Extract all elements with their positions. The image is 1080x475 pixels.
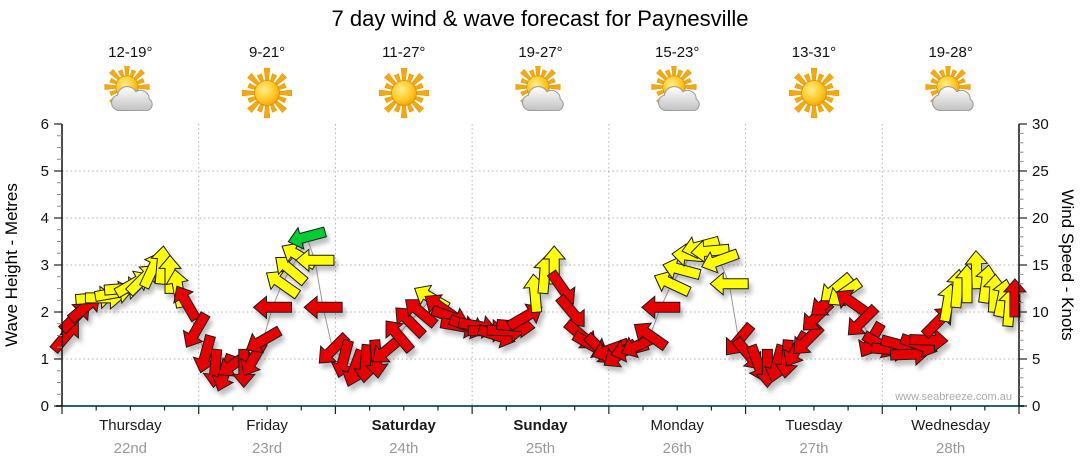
wind-arrow [641,295,681,320]
right-tick-label: 15 [1032,257,1049,274]
day-date: 23rd [252,440,283,457]
day-temp-range: 19-27° [518,44,563,61]
wind-arrow [275,256,309,287]
right-tick-label: 10 [1032,304,1049,321]
right-tick-label: 0 [1032,398,1040,415]
right-tick-label: 20 [1032,210,1049,227]
cloud-shape [658,86,700,112]
day-date: 22nd [113,440,148,457]
right-axis-title: Wind Speed - Knots [1058,189,1077,340]
page-title: 7 day wind & wave forecast for Paynesvil… [331,6,749,31]
minor-ticks [57,132,1024,398]
day-name: Monday [650,417,704,434]
wind-arrow [295,248,335,273]
cloud-shape [111,86,154,112]
wind-arrow [173,285,201,323]
day-temp-range: 13-31° [791,44,837,61]
wind-arrow [709,271,749,296]
left-tick-label: 4 [41,210,49,227]
wind-arrow [701,248,740,274]
wind-arrow [653,270,692,298]
partly-cloudy-icon [514,66,564,112]
wind-arrow [265,270,302,300]
day-temp-range: 19-28° [928,44,973,61]
wind-arrow [287,226,327,250]
wind-arrow [909,328,949,353]
left-tick-label: 3 [41,257,49,274]
wind-arrow [405,299,439,329]
wind-arrow [330,338,354,379]
day-date: 25th [525,440,556,457]
day-date: 28th [936,440,966,457]
day-name: Sunday [513,417,568,434]
right-tick-label: 30 [1032,116,1049,133]
wind-arrow [662,256,702,281]
watermark: www.seabreeze.com.au [894,391,1012,403]
wind-arrow [182,311,211,348]
sun-disc [801,80,827,106]
day-name: Tuesday [785,417,843,434]
left-tick-label: 5 [41,163,49,180]
wind-arrow [633,322,670,352]
day-name: Thursday [99,417,162,434]
sunny-icon [378,67,429,119]
day-temp-range: 15-23° [655,44,700,61]
left-tick-label: 6 [41,116,49,133]
day-name: Wednesday [911,417,991,434]
wind-arrow [1002,278,1027,318]
day-name: Friday [246,417,288,434]
wind-arrow [303,295,343,320]
right-tick-label: 25 [1032,163,1049,180]
day-temp-range: 9-21° [249,44,286,61]
sunny-icon [242,67,293,119]
wind-arrows [49,226,1027,392]
day-date: 27th [799,440,829,457]
sun-shape [242,67,293,119]
wind-arrow [192,334,216,374]
left-tick-label: 0 [41,398,49,415]
wind-arrow [385,320,416,354]
day-date: 24th [389,440,419,457]
sun-shape [788,67,839,119]
wind-arrow [836,289,872,319]
wind-arrow [245,325,283,354]
day-temp-range: 12-19° [108,44,153,61]
wind-arrow [318,331,351,364]
cloud-shape [521,86,564,112]
partly-cloudy-icon [104,66,154,112]
wind-arrow [252,295,292,320]
day-temp-range: 11-27° [382,44,426,61]
right-tick-label: 5 [1032,351,1040,368]
sun-disc [254,80,280,106]
sun-disc [390,80,417,106]
day-date: 26th [662,440,692,457]
cloud-shape [931,86,974,112]
wind-arrow [847,303,880,336]
partly-cloudy-icon [651,66,700,112]
left-tick-label: 1 [41,351,49,368]
axis-ticks [54,123,1027,414]
left-axis-title: Wave Height - Metres [2,183,21,347]
left-tick-label: 2 [41,304,49,321]
wind-arrow [395,307,427,340]
day-name: Saturday [371,417,436,434]
sunny-icon [788,67,839,119]
sun-shape [378,67,429,119]
partly-cloudy-icon [925,66,974,112]
